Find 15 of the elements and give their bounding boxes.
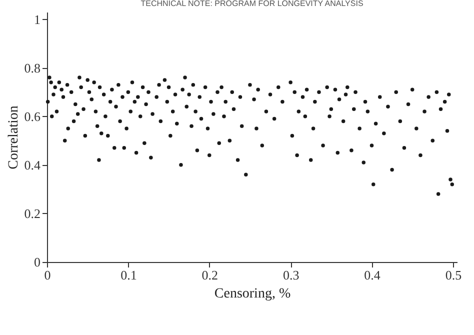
x-axis-title: Censoring, % (214, 286, 291, 302)
x-tick-label: 0.2 (202, 268, 218, 282)
y-tick-label: 0.2 (24, 206, 40, 221)
x-tick-label: 0.3 (282, 268, 300, 282)
y-tick-label: 0 (34, 254, 40, 270)
x-tick-label: 0.1 (120, 268, 137, 282)
y-tick-label: 0.8 (24, 60, 40, 76)
y-tick-label: 1 (34, 12, 40, 27)
y-tick-label: 0.4 (24, 157, 41, 172)
x-tick-label: 0.4 (364, 268, 381, 282)
x-tick-label: 0 (44, 268, 51, 282)
y-axis-title: Correlation (6, 106, 22, 170)
text: TECHNICAL NOTE: PROGRAM FOR LONGEVITY ANALYSIS (140, 0, 364, 8)
x-tick-label: 0.5 (445, 268, 462, 282)
y-tick-label: 0.6 (24, 108, 41, 124)
